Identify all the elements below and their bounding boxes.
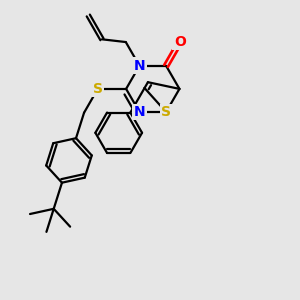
Text: S: S — [93, 82, 103, 96]
Text: N: N — [134, 105, 145, 119]
Text: O: O — [174, 35, 186, 49]
Text: S: S — [161, 105, 171, 119]
Text: N: N — [134, 59, 145, 73]
